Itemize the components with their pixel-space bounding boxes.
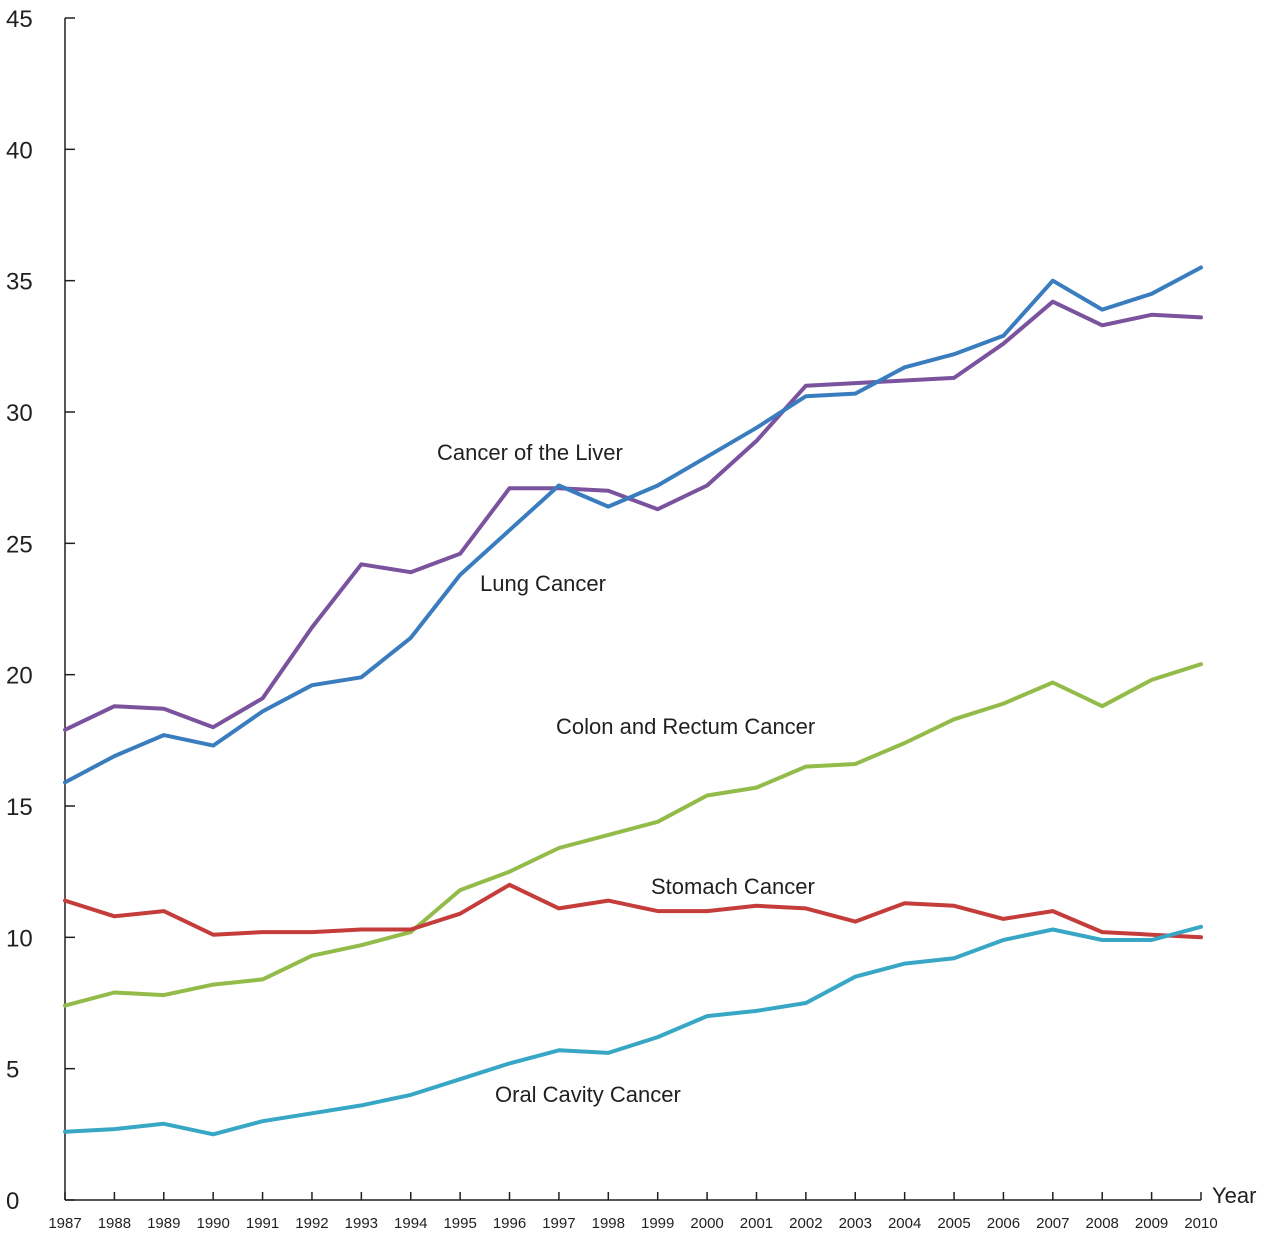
y-tick-label: 35 — [6, 269, 33, 296]
y-tick-label: 25 — [6, 531, 33, 558]
x-tick-label: 2007 — [1036, 1215, 1069, 1232]
annotation-oral-cavity-cancer: Oral Cavity Cancer — [495, 1082, 681, 1107]
y-tick-label: 0 — [6, 1188, 19, 1215]
x-tick-label: 1996 — [493, 1215, 526, 1232]
x-tick-label: 1991 — [246, 1215, 279, 1232]
y-tick-label: 45 — [6, 6, 33, 33]
y-tick-label: 30 — [6, 400, 33, 427]
x-tick-label: 1988 — [98, 1215, 131, 1232]
y-axis-ticks: 0 5 10 15 20 25 30 35 40 45 — [6, 6, 75, 1215]
series-line-colon-and-rectum-cancer — [63, 662, 1203, 1008]
x-tick-label: 2003 — [839, 1215, 872, 1232]
x-tick-label: 2006 — [987, 1215, 1020, 1232]
x-tick-label: 1990 — [196, 1215, 229, 1232]
series-lines — [63, 265, 1203, 1137]
series-annotations: Cancer of the Liver Lung Cancer Colon and … — [437, 440, 815, 1107]
x-axis-title: Year — [1212, 1183, 1256, 1208]
x-tick-label: 1992 — [295, 1215, 328, 1232]
x-tick-label: 2009 — [1135, 1215, 1168, 1232]
annotation-colon-and-rectum-cancer: Colon and Rectum Cancer — [556, 714, 815, 739]
x-tick-label: 2002 — [789, 1215, 822, 1232]
annotation-lung-cancer: Lung Cancer — [480, 571, 606, 596]
x-tick-label: 1989 — [147, 1215, 180, 1232]
x-tick-label: 1999 — [641, 1215, 674, 1232]
y-tick-label: 40 — [6, 137, 33, 164]
series-line-cancer-of-the-liver — [63, 299, 1203, 732]
series-line-stomach-cancer — [63, 882, 1203, 940]
x-tick-label: 1998 — [592, 1215, 625, 1232]
x-tick-label: 1993 — [345, 1215, 378, 1232]
x-tick-label: 1994 — [394, 1215, 427, 1232]
y-tick-label: 10 — [6, 925, 33, 952]
x-tick-label: 2010 — [1184, 1215, 1217, 1232]
x-tick-label: 2001 — [740, 1215, 773, 1232]
y-tick-label: 15 — [6, 794, 33, 821]
y-tick-label: 20 — [6, 663, 33, 690]
x-tick-label: 1997 — [542, 1215, 575, 1232]
x-tick-label: 2005 — [937, 1215, 970, 1232]
x-tick-label: 2000 — [690, 1215, 723, 1232]
x-tick-label: 1995 — [443, 1215, 476, 1232]
annotation-cancer-of-the-liver: Cancer of the Liver — [437, 440, 623, 465]
x-tick-label: 2008 — [1086, 1215, 1119, 1232]
annotation-stomach-cancer: Stomach Cancer — [651, 874, 815, 899]
x-tick-label: 1987 — [48, 1215, 81, 1232]
y-tick-label: 5 — [6, 1057, 19, 1084]
series-line-oral-cavity-cancer — [63, 924, 1203, 1137]
x-tick-label: 2004 — [888, 1215, 921, 1232]
series-line-lung-cancer — [63, 265, 1203, 785]
x-axis-ticks: 1987 1988 1989 1990 1991 1992 1993 1994 1995 1996… — [48, 1192, 1218, 1232]
